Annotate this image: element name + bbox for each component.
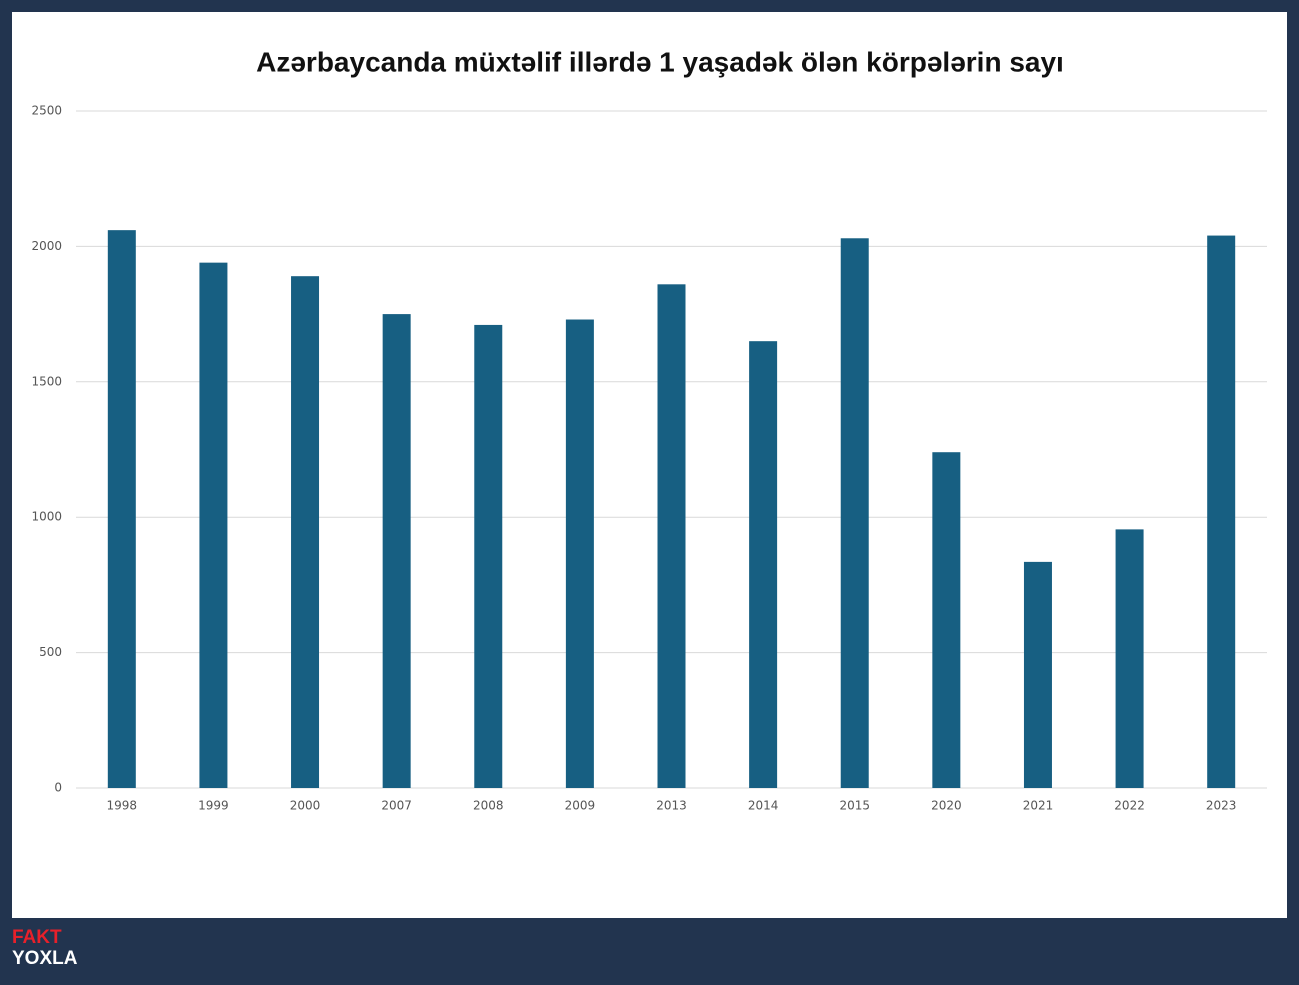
x-tick-label: 2022 xyxy=(1114,799,1145,813)
y-tick-label: 1000 xyxy=(31,510,62,524)
bar xyxy=(932,452,961,788)
x-tick-label: 2020 xyxy=(931,799,962,813)
bar xyxy=(1207,235,1236,788)
x-tick-label: 2015 xyxy=(839,799,870,813)
x-tick-label: 1999 xyxy=(198,799,229,813)
x-tick-label: 2014 xyxy=(748,799,779,813)
bar xyxy=(107,230,136,789)
y-tick-label: 2500 xyxy=(31,104,62,118)
y-tick-label: 500 xyxy=(39,645,62,659)
x-tick-label: 2023 xyxy=(1206,799,1237,813)
y-tick-label: 1500 xyxy=(31,374,62,388)
x-tick-label: 2021 xyxy=(1023,799,1054,813)
chart-title: Azərbaycanda müxtəlif illərdə 1 yaşadək … xyxy=(256,46,1064,77)
bar xyxy=(382,314,411,788)
bar xyxy=(565,319,594,788)
logo-line1: FAKT xyxy=(12,927,62,948)
x-tick-label: 2007 xyxy=(381,799,412,813)
x-tick-label: 2009 xyxy=(565,799,596,813)
bar xyxy=(657,284,686,788)
y-tick-label: 0 xyxy=(54,781,62,795)
y-tick-label: 2000 xyxy=(31,239,62,253)
x-tick-label: 2008 xyxy=(473,799,504,813)
logo-line2: YOXLA xyxy=(12,948,78,969)
bar xyxy=(199,262,228,788)
bar xyxy=(749,341,778,788)
bar xyxy=(291,276,320,788)
bar xyxy=(1115,529,1144,788)
x-tick-label: 2000 xyxy=(290,799,321,813)
bar xyxy=(1023,561,1052,788)
x-tick-label: 2013 xyxy=(656,799,687,813)
x-tick-label: 1998 xyxy=(107,799,138,813)
bar xyxy=(840,238,869,788)
bar xyxy=(474,324,503,788)
